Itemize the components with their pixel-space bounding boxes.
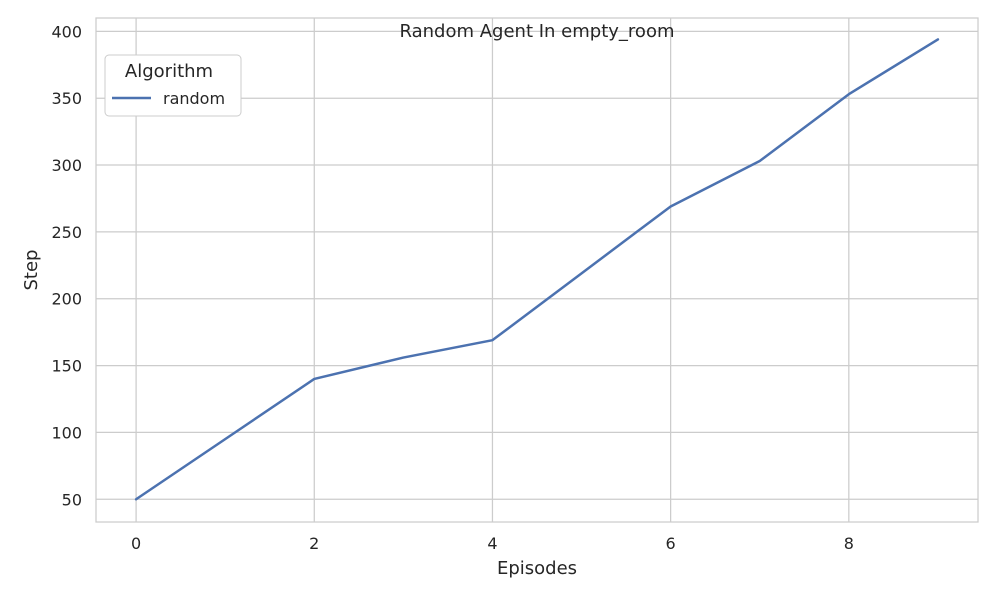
x-tick-label: 8 [844, 534, 854, 553]
x-tick-label: 4 [487, 534, 497, 553]
x-axis-label: Episodes [497, 558, 577, 579]
y-tick-label: 50 [62, 490, 82, 509]
plot-frame [95, 17, 979, 523]
x-tick-label: 0 [131, 534, 141, 553]
x-tick-label: 6 [666, 534, 676, 553]
y-tick-label: 200 [51, 290, 82, 309]
series-line-random [134, 38, 940, 501]
chart-title: Random Agent In empty_room [400, 21, 675, 42]
x-tick-label: 2 [309, 534, 319, 553]
y-tick-label: 150 [51, 357, 82, 376]
y-tick-label: 300 [51, 156, 82, 175]
series-layer [134, 38, 940, 501]
y-tick-label: 350 [51, 89, 82, 108]
grid [96, 18, 978, 522]
legend: Algorithm random [104, 54, 242, 117]
legend-box [104, 54, 242, 117]
tick-labels: 0 2 4 6 8 50 100 150 200 250 300 350 400 [51, 22, 853, 553]
y-tick-label: 400 [51, 22, 82, 41]
legend-label-random: random [163, 89, 225, 108]
legend-title: Algorithm [125, 61, 213, 82]
y-tick-label: 100 [51, 423, 82, 442]
y-tick-label: 250 [51, 223, 82, 242]
y-axis-label: Step [21, 250, 42, 291]
